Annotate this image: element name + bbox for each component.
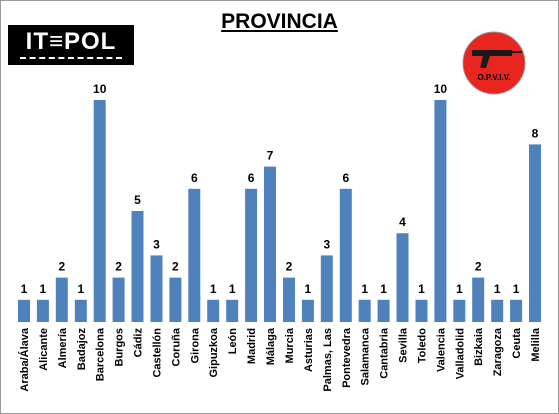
category-label: Bizkaia (473, 327, 485, 366)
bar (434, 100, 447, 322)
opviv-logo-circle (462, 31, 526, 95)
bar (264, 166, 276, 322)
value-label: 3 (153, 237, 160, 251)
category-label: Murcia (284, 327, 296, 363)
category-label: León (227, 328, 239, 355)
value-label: 2 (475, 260, 482, 274)
itepol-logo-text: IT≡POL (25, 28, 117, 55)
itepol-logo: IT≡POL (8, 25, 134, 65)
itepol-logo-rule (20, 57, 122, 59)
value-label: 1 (305, 282, 312, 296)
value-label: 1 (361, 282, 368, 296)
bar (150, 255, 163, 322)
value-label: 1 (229, 282, 236, 296)
bar (226, 299, 239, 322)
bar (93, 100, 106, 322)
bar (169, 277, 182, 322)
category-label: Castellón (152, 328, 164, 378)
category-label: Barcelona (95, 327, 107, 381)
value-label: 1 (494, 282, 501, 296)
bar (510, 299, 523, 322)
category-label: Burgos (114, 328, 126, 367)
bar (358, 299, 371, 322)
value-label: 1 (456, 282, 463, 296)
bar (472, 277, 485, 322)
value-label: 1 (40, 282, 47, 296)
chart-title: PROVINCIA (221, 10, 338, 33)
value-label: 6 (191, 171, 198, 185)
bar (529, 144, 541, 322)
category-labels-group: Araba/Álava Alicante Almería Badajoz Barcelo… (18, 327, 542, 391)
value-label: 4 (399, 215, 406, 229)
value-label: 1 (513, 282, 520, 296)
value-label: 1 (418, 282, 425, 296)
category-label: Valladolid (454, 328, 466, 379)
category-label: Salamanca (360, 327, 372, 385)
bar (491, 299, 504, 322)
value-label: 10 (434, 82, 448, 96)
category-label: Málaga (265, 327, 277, 365)
bar (377, 299, 390, 322)
value-label: 1 (77, 282, 84, 296)
bar (415, 299, 428, 322)
value-label: 2 (58, 260, 65, 274)
opviv-logo: O.P.V.I.V. (462, 31, 526, 95)
value-label: 1 (380, 282, 387, 296)
value-label: 5 (134, 193, 141, 207)
value-label: 6 (248, 171, 255, 185)
category-label: Badajoz (76, 328, 88, 371)
category-label: Gipuzkoa (208, 327, 220, 377)
value-label: 2 (115, 260, 122, 274)
bar (283, 277, 295, 322)
bar (112, 277, 125, 322)
bar (245, 188, 258, 322)
category-label: Palmas, Las (322, 328, 334, 392)
category-label: Alicante (38, 328, 50, 371)
bar (55, 277, 68, 322)
bar (301, 299, 314, 322)
value-label: 3 (323, 237, 330, 251)
value-label: 2 (172, 260, 179, 274)
bar (188, 188, 201, 322)
opviv-logo-text: O.P.V.I.V. (477, 73, 510, 82)
bars-group (18, 100, 541, 322)
category-label: Valencia (435, 327, 447, 372)
value-label: 10 (93, 82, 107, 96)
bar (36, 299, 49, 322)
bar (453, 299, 466, 322)
bar (396, 233, 409, 322)
bar (131, 211, 144, 322)
value-label: 2 (286, 260, 293, 274)
bar (320, 255, 333, 322)
value-label: 1 (21, 282, 28, 296)
value-label: 8 (532, 126, 539, 140)
category-label: Pontevedra (341, 327, 353, 388)
category-label: Almería (57, 327, 69, 368)
category-label: Zaragoza (492, 327, 504, 376)
pistol-icon (472, 50, 512, 68)
category-label: Melilla (530, 327, 542, 362)
category-label: Toledo (417, 328, 429, 364)
category-label: Cantabria (379, 327, 391, 379)
bar (74, 299, 87, 322)
category-label: Girona (189, 327, 201, 363)
bar (339, 188, 352, 322)
value-label: 6 (342, 171, 349, 185)
bar (18, 299, 30, 322)
category-label: Coruña (170, 327, 182, 366)
value-label: 1 (210, 282, 217, 296)
category-label: Ceuta (511, 327, 523, 358)
category-label: Sevilla (398, 327, 410, 363)
bar (207, 299, 220, 322)
category-label: Cádiz (133, 328, 145, 358)
category-label: Araba/Álava (18, 327, 31, 391)
category-label: Madrid (246, 328, 258, 364)
value-label: 7 (267, 149, 274, 163)
category-label: Asturias (303, 328, 315, 372)
